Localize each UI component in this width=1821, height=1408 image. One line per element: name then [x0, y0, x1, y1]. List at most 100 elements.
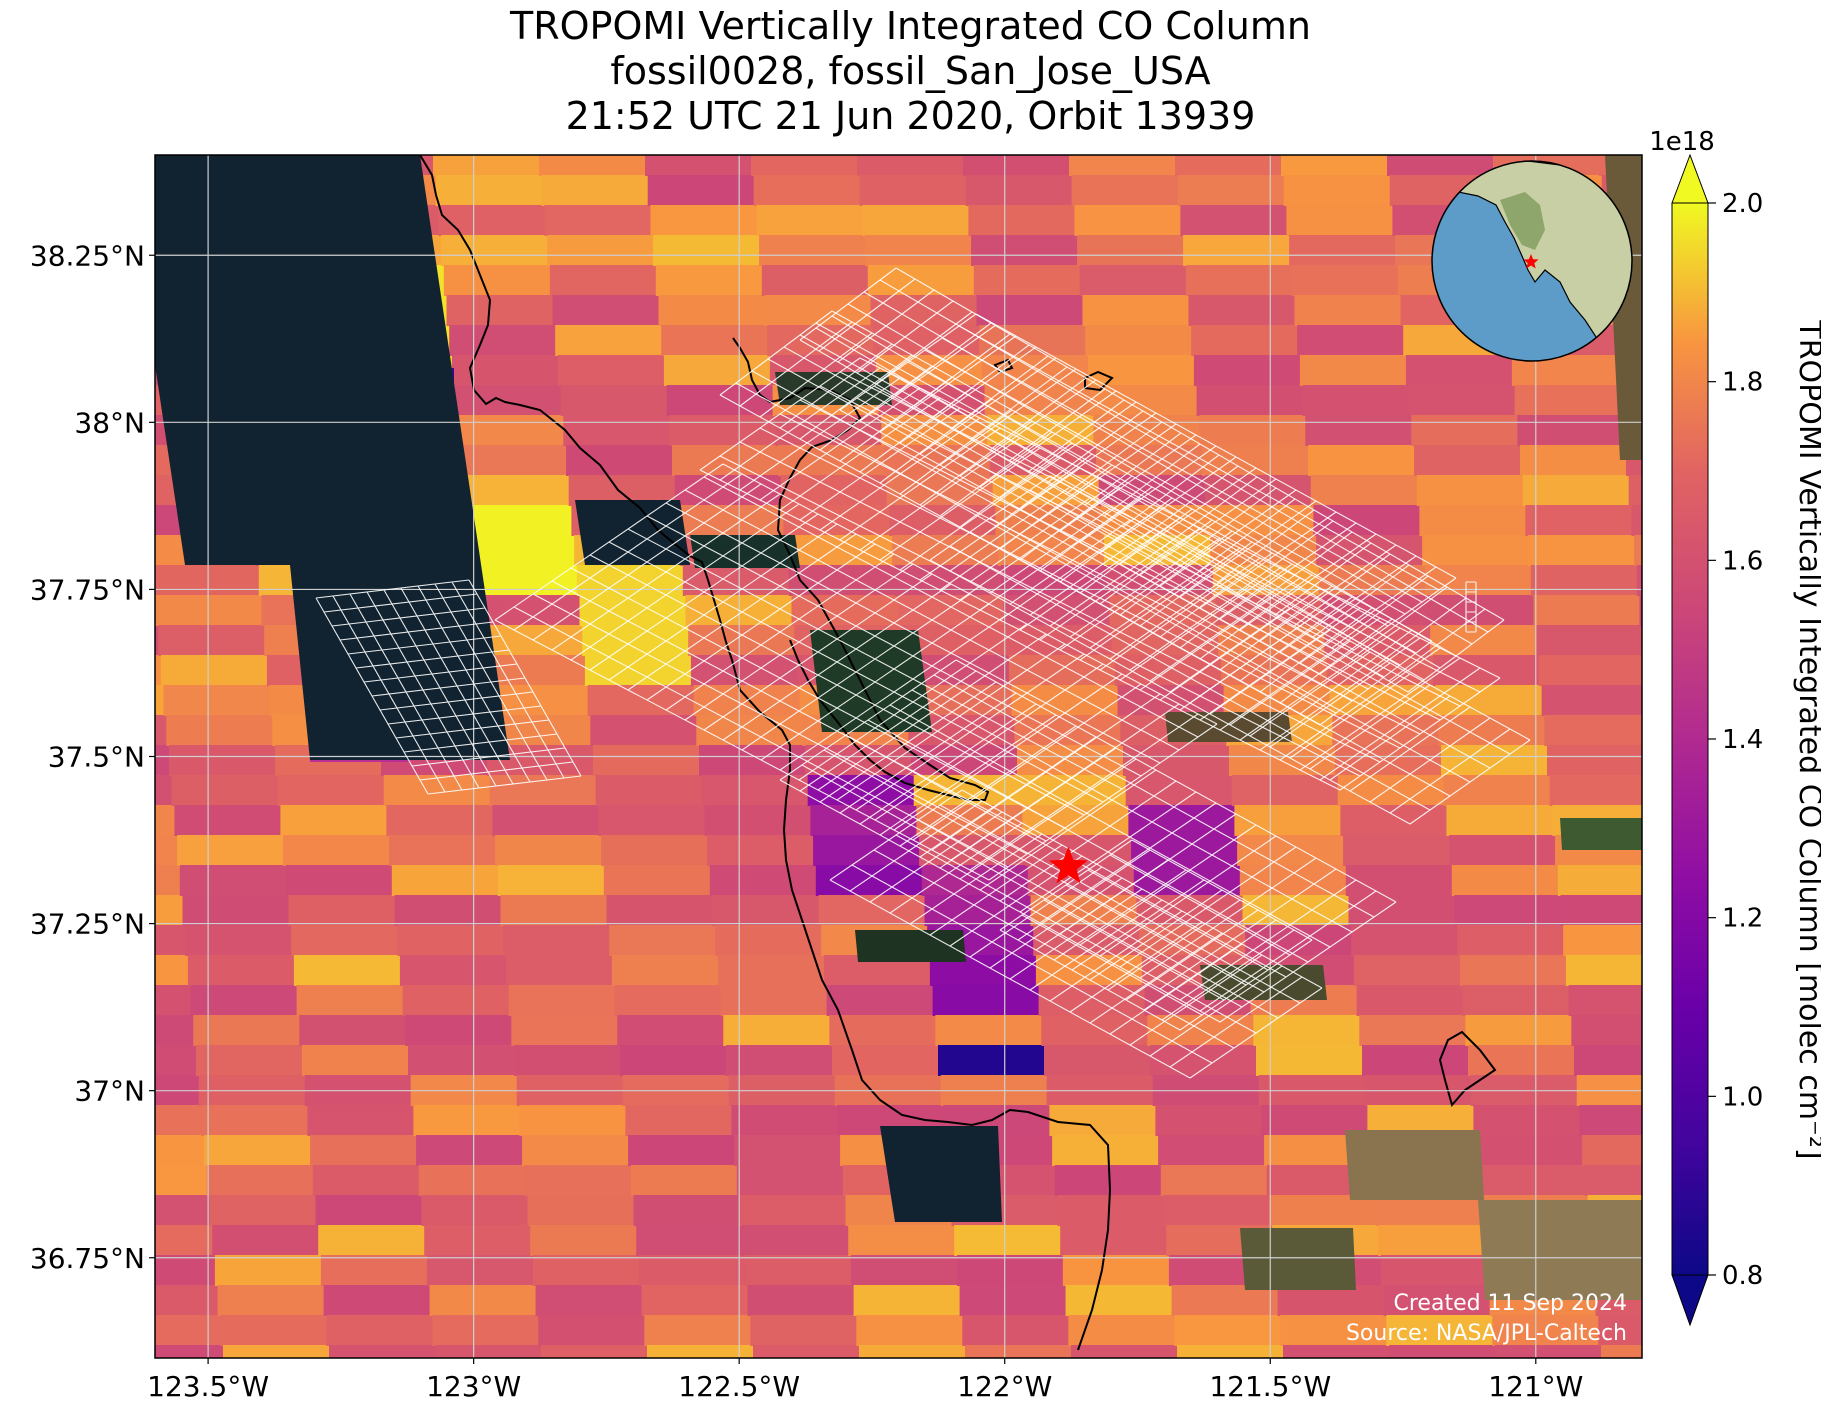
co-pixel [1696, 1225, 1803, 1256]
co-pixel [742, 1225, 850, 1256]
co-pixel [1536, 625, 1642, 656]
co-pixel [1199, 415, 1307, 446]
co-pixel [1188, 295, 1296, 326]
co-pixel [1802, 1225, 1821, 1256]
sounding-footprints [315, 267, 1531, 1079]
co-pixel [1517, 415, 1625, 446]
title-line-1: TROPOMI Vertically Integrated CO Column [510, 4, 1311, 48]
co-pixel [1810, 1315, 1821, 1346]
co-pixel [44, 535, 151, 566]
co-pixel [645, 155, 752, 176]
co-pixel [524, 1165, 632, 1196]
co-pixel [669, 415, 777, 446]
co-pixel [1302, 385, 1410, 416]
co-pixel [171, 775, 279, 806]
co-pixel [850, 1255, 958, 1286]
co-pixel [449, 325, 557, 356]
co-pixel [1797, 1165, 1821, 1196]
co-pixel [155, 955, 189, 986]
co-pixel [1514, 385, 1622, 416]
title-line-3: 21:52 UTC 21 Jun 2020, Orbit 13939 [565, 94, 1256, 138]
co-pixel [1541, 685, 1642, 716]
coastline [419, 155, 1112, 1351]
co-pixel [0, 265, 21, 296]
co-pixel [1343, 835, 1451, 866]
y-tick-label: 37°N [74, 1075, 145, 1108]
co-pixel [653, 235, 761, 266]
co-pixel [0, 175, 13, 206]
land-gap [1478, 1200, 1642, 1300]
co-pixel [408, 1045, 515, 1076]
co-pixel [563, 415, 671, 446]
co-pixel [492, 805, 600, 836]
co-pixel [11, 1345, 118, 1376]
co-pixel [726, 1045, 833, 1076]
co-pixel [214, 1255, 322, 1286]
y-tick-label: 37.25°N [30, 908, 145, 941]
co-pixel [1356, 985, 1464, 1016]
co-pixel [1441, 745, 1548, 776]
co-pixel [0, 955, 83, 986]
co-pixel [212, 1225, 320, 1256]
co-pixel [1411, 415, 1519, 446]
co-pixel [832, 1045, 939, 1076]
co-pixel [465, 505, 573, 536]
co-pixel [614, 985, 722, 1016]
co-pixel [859, 1345, 966, 1358]
co-pixel [862, 1375, 969, 1406]
co-pixel [647, 1345, 754, 1358]
colorbar-extend-min [1671, 1274, 1709, 1327]
co-pixel [709, 865, 817, 896]
co-pixel [541, 1345, 648, 1358]
co-pixel [1090, 385, 1198, 416]
co-pixel [155, 775, 173, 806]
land-gap [855, 930, 966, 962]
co-pixel [601, 835, 709, 866]
co-pixel [1313, 505, 1421, 536]
co-pixel [1443, 775, 1551, 806]
co-pixel [435, 1345, 542, 1358]
co-pixel [389, 835, 497, 866]
co-pixel [1707, 1345, 1814, 1376]
co-pixel [1716, 265, 1821, 296]
y-axis-ticks: 38.25°N 38°N 37.75°N 37.5°N 37.25°N 37°N 36.75… [30, 239, 155, 1275]
co-pixel [12, 175, 119, 206]
co-pixel [663, 355, 771, 386]
co-pixel [155, 1105, 203, 1136]
co-pixel [701, 775, 809, 806]
co-pixel [182, 895, 290, 926]
co-pixel [6, 1285, 113, 1316]
co-pixel [0, 205, 15, 236]
co-pixel [633, 1195, 741, 1226]
co-pixel [326, 1315, 434, 1346]
co-pixel [549, 265, 657, 296]
co-pixel [1163, 1195, 1271, 1226]
co-pixel [889, 505, 997, 536]
co-pixel [23, 295, 130, 326]
co-pixel [416, 1135, 524, 1166]
co-pixel [307, 1105, 415, 1136]
y-tick-label: 37.75°N [30, 573, 145, 606]
ocean-gap [575, 500, 690, 565]
co-pixel [638, 1255, 746, 1286]
co-pixel [1281, 155, 1388, 176]
co-pixel [1563, 925, 1642, 956]
co-pixel [155, 715, 168, 746]
target-star-icon [1049, 846, 1088, 884]
co-pixel [418, 1165, 526, 1196]
co-pixel [1171, 1285, 1279, 1316]
co-pixel [223, 1345, 330, 1358]
co-pixel [0, 1195, 105, 1226]
co-pixel [468, 535, 576, 566]
co-pixel [1459, 955, 1567, 986]
co-pixel [177, 835, 285, 866]
co-pixel [155, 745, 170, 776]
co-pixel [1495, 1345, 1602, 1358]
co-pixel [1196, 385, 1304, 416]
co-pixel [1283, 1345, 1390, 1358]
co-pixel [318, 1225, 426, 1256]
co-pixel [503, 925, 611, 956]
footprint-mesh [999, 839, 1313, 1031]
co-pixel [155, 865, 181, 896]
co-pixel [155, 1045, 197, 1076]
